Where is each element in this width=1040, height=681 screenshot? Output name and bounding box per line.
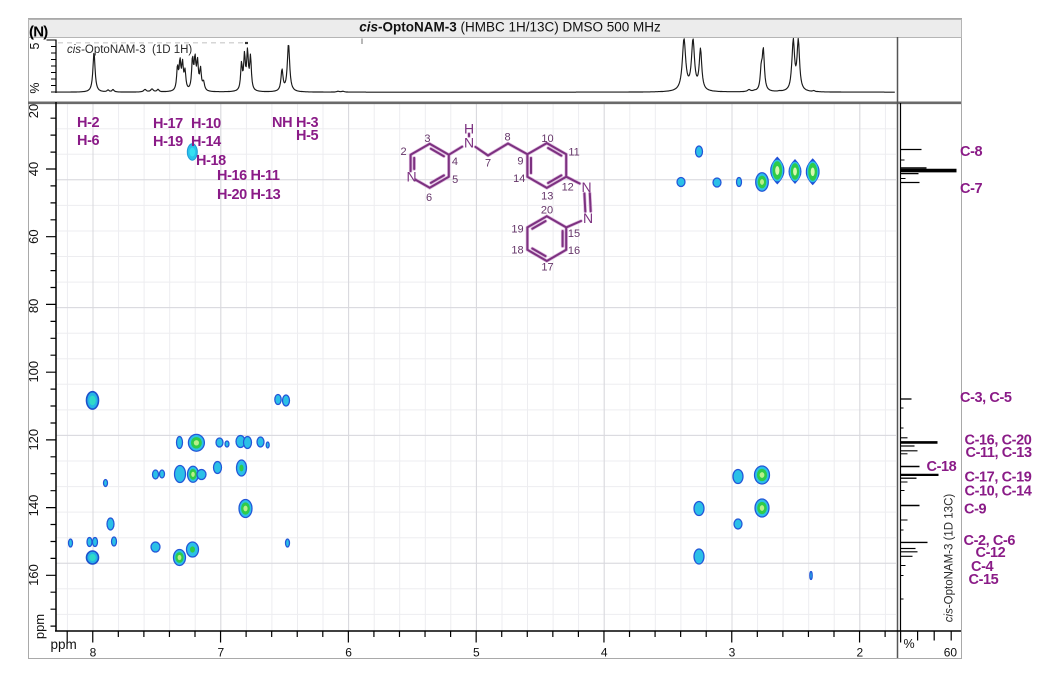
svg-text:5: 5 xyxy=(473,646,480,660)
svg-text:100: 100 xyxy=(26,361,41,383)
svg-text:ppm: ppm xyxy=(32,614,47,639)
svg-text:60: 60 xyxy=(26,229,41,243)
svg-text:16: 16 xyxy=(568,245,580,257)
svg-text:C-3, C-5: C-3, C-5 xyxy=(960,390,1012,406)
svg-text:4: 4 xyxy=(601,646,608,660)
svg-text:80: 80 xyxy=(26,299,41,313)
svg-text:%: % xyxy=(904,637,915,651)
svg-text:7: 7 xyxy=(485,157,491,169)
svg-text:C-10, C-14: C-10, C-14 xyxy=(965,484,1032,500)
svg-text:2: 2 xyxy=(856,646,863,660)
svg-text:C-4: C-4 xyxy=(971,559,994,575)
svg-text:19: 19 xyxy=(511,224,523,236)
svg-text:NH: NH xyxy=(272,115,292,131)
svg-text:C-18: C-18 xyxy=(927,459,957,475)
svg-text:cis-OptoNAM-3 (1D 1H): cis-OptoNAM-3 (1D 1H) xyxy=(67,44,192,56)
svg-text:H-14: H-14 xyxy=(191,134,221,150)
svg-text:12: 12 xyxy=(562,182,574,194)
svg-text:2: 2 xyxy=(400,146,406,158)
svg-text:H-2: H-2 xyxy=(77,115,100,131)
svg-text:C-12: C-12 xyxy=(976,545,1006,561)
svg-text:H: H xyxy=(464,121,474,137)
svg-text:C-2, C-6: C-2, C-6 xyxy=(964,533,1016,549)
svg-text:C-8: C-8 xyxy=(960,144,983,160)
svg-text:3: 3 xyxy=(424,133,430,145)
svg-text:8: 8 xyxy=(504,131,510,143)
svg-text:10: 10 xyxy=(541,133,553,145)
svg-text:H-10: H-10 xyxy=(191,116,221,132)
svg-text:15: 15 xyxy=(568,228,580,240)
svg-text:cis-OptoNAM-3 (1D 13C): cis-OptoNAM-3 (1D 13C) xyxy=(944,494,956,623)
svg-text:C-16, C-20: C-16, C-20 xyxy=(965,432,1032,448)
svg-text:3: 3 xyxy=(729,646,736,660)
svg-text:cis-OptoNAM-3 (HMBC 1H/13C) DM: cis-OptoNAM-3 (HMBC 1H/13C) DMSO 500 MHz xyxy=(359,20,661,35)
svg-text:60: 60 xyxy=(944,646,958,660)
svg-text:9: 9 xyxy=(517,156,523,168)
svg-text:C-11, C-13: C-11, C-13 xyxy=(966,445,1032,461)
svg-text:%: % xyxy=(28,82,42,93)
svg-text:6: 6 xyxy=(426,192,432,204)
svg-text:N: N xyxy=(406,168,416,184)
svg-text:C-15: C-15 xyxy=(969,572,999,588)
svg-text:H-16 H-11: H-16 H-11 xyxy=(217,168,280,184)
svg-text:5: 5 xyxy=(28,42,42,49)
svg-text:H-6: H-6 xyxy=(77,133,100,149)
svg-text:H-3: H-3 xyxy=(296,115,319,131)
svg-text:140: 140 xyxy=(26,495,41,517)
svg-text:H-18: H-18 xyxy=(196,153,226,169)
svg-text:C-17, C-19: C-17, C-19 xyxy=(965,470,1032,486)
svg-text:20: 20 xyxy=(26,104,41,118)
svg-text:N: N xyxy=(464,135,474,151)
svg-text:13: 13 xyxy=(541,190,553,202)
svg-text:6: 6 xyxy=(345,646,352,660)
svg-text:N: N xyxy=(581,179,591,195)
svg-text:11: 11 xyxy=(568,146,579,158)
svg-text:N: N xyxy=(583,210,593,226)
svg-text:17: 17 xyxy=(541,262,553,274)
svg-text:7: 7 xyxy=(217,646,224,660)
svg-text:ppm: ppm xyxy=(51,637,77,652)
svg-text:18: 18 xyxy=(511,245,523,257)
svg-text:H-19: H-19 xyxy=(153,134,183,150)
svg-text:5: 5 xyxy=(452,174,458,186)
svg-text:H-17: H-17 xyxy=(153,116,183,132)
svg-text:4: 4 xyxy=(452,156,458,168)
svg-text:(N): (N) xyxy=(29,24,48,41)
svg-text:20: 20 xyxy=(541,205,553,217)
svg-text:C-7: C-7 xyxy=(960,181,983,197)
svg-text:8: 8 xyxy=(90,646,97,660)
svg-text:40: 40 xyxy=(26,162,41,176)
svg-text:C-9: C-9 xyxy=(964,501,987,517)
svg-text:120: 120 xyxy=(26,429,41,451)
svg-text:H-20 H-13: H-20 H-13 xyxy=(217,187,281,203)
svg-text:14: 14 xyxy=(513,173,525,185)
svg-text:160: 160 xyxy=(26,564,41,586)
svg-text:H-5: H-5 xyxy=(296,128,319,144)
